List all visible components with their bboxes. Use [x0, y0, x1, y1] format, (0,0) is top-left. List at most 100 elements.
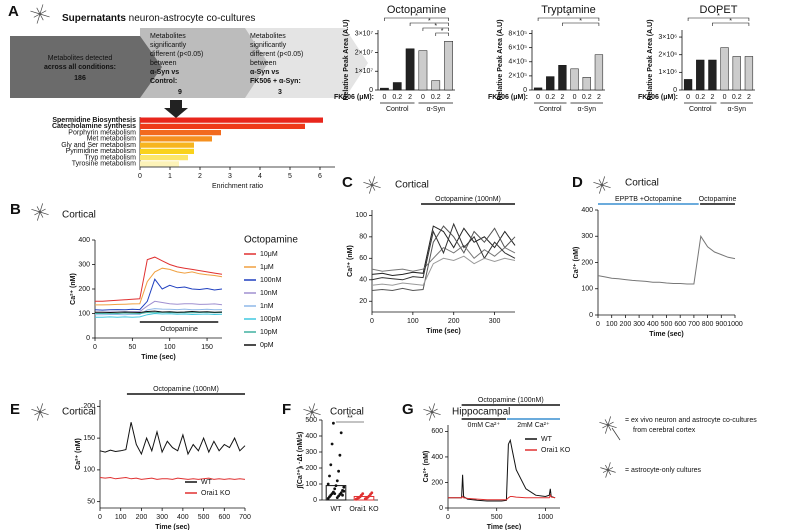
cell-icon [431, 411, 436, 418]
panel-letter: D [572, 174, 583, 191]
cell-icon [607, 467, 614, 471]
cell-icon [311, 403, 315, 413]
flow-count: 9 [178, 89, 182, 96]
legend-label: 1μM [260, 264, 274, 271]
cell-icon [601, 176, 605, 186]
flow-text: between [250, 60, 277, 67]
x-tick-label: 0.2 [392, 94, 402, 101]
down-arrow [164, 100, 188, 118]
panel-subtitle: Hippocampal [452, 407, 510, 418]
line-series [448, 493, 556, 501]
cell-icon [423, 409, 433, 413]
x-axis-label: FK506 (μM): [488, 94, 528, 101]
cell-icon [600, 467, 609, 471]
y-tick-label: 600 [431, 428, 443, 435]
y-axis-label: Relative Peak Area (A.U) [343, 19, 350, 100]
cell-icon [31, 409, 41, 413]
legend-label: 1nM [260, 303, 274, 310]
y-tick-label: 1×10⁷ [355, 68, 374, 75]
bar [720, 47, 729, 91]
x-tick-label: 0.2 [732, 94, 742, 101]
group-label: α-Syn [427, 106, 446, 113]
cell-icon [39, 13, 44, 21]
y-tick-label: 200 [581, 259, 593, 266]
cell-icon [36, 13, 41, 24]
chart-title: Tryptamine [541, 4, 596, 16]
y-tick-label: 200 [83, 403, 95, 410]
data-point [370, 491, 374, 495]
bar [140, 161, 179, 167]
cell-icon [599, 422, 609, 426]
bar [140, 136, 212, 142]
flow-text: between [150, 60, 177, 67]
sig-bracket [384, 17, 449, 21]
y-tick-label: 200 [431, 479, 443, 486]
data-point [330, 442, 334, 446]
stimulus-label: 2mM Ca²⁺ [517, 422, 550, 429]
title-bold: Supernatants [62, 13, 126, 24]
sig-bracket [422, 27, 449, 31]
line-series [371, 225, 516, 292]
flow-text: different (p<0.05) [250, 51, 303, 58]
bar [582, 77, 591, 91]
x-tick-label: 0 [536, 94, 540, 101]
cell-icon [602, 424, 609, 429]
data-point [339, 491, 343, 495]
flow-count: 186 [74, 75, 86, 82]
data-point [337, 469, 340, 473]
x-axis-label: FK506 (μM): [638, 94, 678, 101]
cell-icon [303, 409, 313, 413]
y-tick-label: 300 [581, 233, 593, 240]
bar [696, 59, 705, 91]
bar [431, 80, 441, 91]
sig-bracket [687, 17, 750, 21]
panel-subtitle: Cortical [62, 210, 96, 221]
group-label: Control [386, 106, 409, 113]
stimulus-label: Octopamine (100nM) [153, 386, 219, 393]
group-label: α-Syn [578, 106, 597, 113]
cell-icon [368, 179, 373, 186]
y-tick-label: 300 [305, 449, 317, 456]
cell-icon [308, 406, 313, 413]
cell-icon [39, 411, 49, 415]
category-label: Pyrimidine metabolism [66, 148, 137, 155]
y-tick-label: 80 [359, 234, 367, 241]
sig-star: * [428, 18, 431, 25]
panel-title: Supernatants neuron-astrocyte co-culture… [62, 13, 255, 24]
data-point [333, 492, 337, 495]
x-tick-label: 2 [597, 94, 601, 101]
bar [744, 56, 754, 91]
sig-star: * [415, 13, 418, 20]
y-tick-label: 40 [359, 277, 367, 284]
x-tick-label: WT [331, 506, 343, 513]
x-tick-label: 3 [228, 173, 232, 180]
cell-icon [369, 184, 373, 194]
cell-icon [39, 208, 46, 213]
y-axis-label: Ca²⁺ (nM) [347, 245, 354, 277]
cell-icon [39, 403, 43, 413]
sig-bracket [537, 17, 600, 21]
cell-icon [371, 184, 381, 188]
cell-icon [607, 421, 614, 426]
panel-subtitle: Cortical [330, 407, 364, 418]
cell-icon [309, 411, 313, 421]
line-series [95, 312, 223, 318]
category-label: Spermidine Biosynthesis [52, 117, 136, 124]
cell-icon [601, 181, 608, 186]
x-tick-label: 0.2 [431, 94, 441, 101]
sig-bracket [409, 22, 449, 26]
cell-icon [37, 411, 41, 421]
y-tick-label: 1×10⁶ [658, 69, 677, 76]
bar [732, 56, 741, 91]
cell-icon [371, 176, 375, 186]
bar [140, 142, 194, 148]
line-series [95, 308, 223, 316]
flow-text: α-Syn vs [250, 69, 279, 76]
y-tick-label: 2×10⁶ [658, 52, 677, 59]
cell-icon [605, 469, 609, 478]
x-tick-label: 0 [421, 94, 425, 101]
cell-icon [607, 462, 611, 471]
data-point [339, 431, 343, 435]
legend-label: 100nM [260, 277, 282, 284]
cell-icon [311, 408, 318, 413]
